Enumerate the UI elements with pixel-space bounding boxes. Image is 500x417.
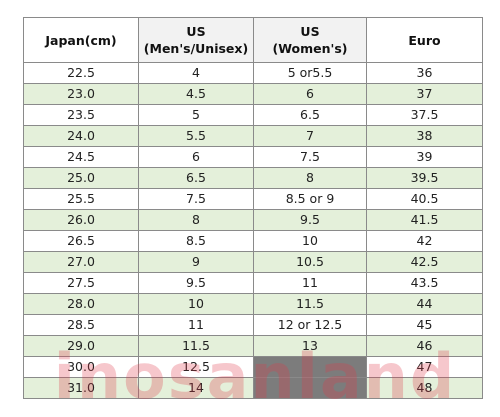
cell-us-mens: 5 bbox=[138, 104, 254, 126]
cell-japan: 24.5 bbox=[23, 146, 139, 168]
cell-us-mens: 8 bbox=[138, 209, 254, 231]
table-row: 30.0 12.5 47 bbox=[23, 356, 483, 378]
cell-japan: 27.5 bbox=[23, 272, 139, 294]
cell-us-mens: 9.5 bbox=[138, 272, 254, 294]
cell-japan: 30.0 bbox=[23, 356, 139, 378]
cell-us-womens: 10 bbox=[253, 230, 367, 252]
table-row: 24.5 6 7.5 39 bbox=[23, 146, 483, 168]
cell-us-womens: 7.5 bbox=[253, 146, 367, 168]
cell-us-mens: 5.5 bbox=[138, 125, 254, 147]
header-us-womens-line1: US bbox=[300, 24, 320, 39]
cell-us-womens: 5 or5.5 bbox=[253, 62, 367, 84]
cell-us-mens: 12.5 bbox=[138, 356, 254, 378]
cell-japan: 28.0 bbox=[23, 293, 139, 315]
cell-japan: 25.5 bbox=[23, 188, 139, 210]
cell-japan: 23.0 bbox=[23, 83, 139, 105]
cell-us-mens: 11.5 bbox=[138, 335, 254, 357]
cell-us-womens: 13 bbox=[253, 335, 367, 357]
size-rows: 22.5 4 5 or5.5 36 23.0 4.5 6 37 23.5 5 6.5 37.5 24.0… bbox=[23, 62, 483, 399]
table-row: 31.0 14 48 bbox=[23, 377, 483, 399]
cell-us-mens: 7.5 bbox=[138, 188, 254, 210]
cell-japan: 22.5 bbox=[23, 62, 139, 84]
header-japan: Japan(cm) bbox=[23, 17, 139, 63]
cell-us-womens: 6.5 bbox=[253, 104, 367, 126]
cell-us-womens bbox=[253, 377, 367, 399]
cell-us-womens: 11 bbox=[253, 272, 367, 294]
table-row: 29.0 11.5 13 46 bbox=[23, 335, 483, 357]
cell-japan: 26.0 bbox=[23, 209, 139, 231]
cell-euro: 37.5 bbox=[366, 104, 483, 126]
cell-japan: 24.0 bbox=[23, 125, 139, 147]
table-row: 24.0 5.5 7 38 bbox=[23, 125, 483, 147]
table-row: 27.0 9 10.5 42.5 bbox=[23, 251, 483, 273]
cell-us-mens: 6.5 bbox=[138, 167, 254, 189]
table-row: 28.0 10 11.5 44 bbox=[23, 293, 483, 315]
table-row: 27.5 9.5 11 43.5 bbox=[23, 272, 483, 294]
cell-japan: 27.0 bbox=[23, 251, 139, 273]
cell-us-mens: 4.5 bbox=[138, 83, 254, 105]
cell-japan: 29.0 bbox=[23, 335, 139, 357]
table-row: 23.5 5 6.5 37.5 bbox=[23, 104, 483, 126]
header-us-womens-line2: (Women's) bbox=[272, 41, 348, 56]
cell-euro: 42.5 bbox=[366, 251, 483, 273]
cell-us-womens bbox=[253, 356, 367, 378]
cell-us-womens: 7 bbox=[253, 125, 367, 147]
cell-euro: 47 bbox=[366, 356, 483, 378]
table-row: 26.0 8 9.5 41.5 bbox=[23, 209, 483, 231]
header-us-womens: US (Women's) bbox=[253, 17, 367, 63]
cell-us-mens: 6 bbox=[138, 146, 254, 168]
cell-euro: 36 bbox=[366, 62, 483, 84]
cell-japan: 25.0 bbox=[23, 167, 139, 189]
cell-us-womens: 9.5 bbox=[253, 209, 367, 231]
cell-euro: 37 bbox=[366, 83, 483, 105]
header-row: Japan(cm) US (Men's/Unisex) US (Women's)… bbox=[23, 17, 483, 63]
cell-us-womens: 10.5 bbox=[253, 251, 367, 273]
header-us-mens-line1: US bbox=[186, 24, 206, 39]
cell-us-mens: 11 bbox=[138, 314, 254, 336]
cell-us-mens: 4 bbox=[138, 62, 254, 84]
cell-japan: 26.5 bbox=[23, 230, 139, 252]
table-row: 23.0 4.5 6 37 bbox=[23, 83, 483, 105]
header-euro-label: Euro bbox=[408, 32, 441, 48]
cell-japan: 31.0 bbox=[23, 377, 139, 399]
header-us-mens-line2: (Men's/Unisex) bbox=[143, 41, 249, 56]
cell-us-womens: 8.5 or 9 bbox=[253, 188, 367, 210]
cell-us-mens: 14 bbox=[138, 377, 254, 399]
cell-us-mens: 10 bbox=[138, 293, 254, 315]
table-row: 25.5 7.5 8.5 or 9 40.5 bbox=[23, 188, 483, 210]
cell-us-womens: 12 or 12.5 bbox=[253, 314, 367, 336]
cell-us-womens: 8 bbox=[253, 167, 367, 189]
cell-euro: 42 bbox=[366, 230, 483, 252]
cell-us-mens: 8.5 bbox=[138, 230, 254, 252]
cell-japan: 28.5 bbox=[23, 314, 139, 336]
header-us-mens: US (Men's/Unisex) bbox=[138, 17, 254, 63]
cell-euro: 44 bbox=[366, 293, 483, 315]
table-row: 25.0 6.5 8 39.5 bbox=[23, 167, 483, 189]
cell-euro: 39 bbox=[366, 146, 483, 168]
cell-us-womens: 11.5 bbox=[253, 293, 367, 315]
cell-us-womens: 6 bbox=[253, 83, 367, 105]
cell-euro: 43.5 bbox=[366, 272, 483, 294]
table-row: 26.5 8.5 10 42 bbox=[23, 230, 483, 252]
cell-euro: 45 bbox=[366, 314, 483, 336]
cell-euro: 40.5 bbox=[366, 188, 483, 210]
cell-euro: 46 bbox=[366, 335, 483, 357]
shoe-size-table: Japan(cm) US (Men's/Unisex) US (Women's)… bbox=[23, 17, 483, 399]
cell-japan: 23.5 bbox=[23, 104, 139, 126]
cell-euro: 48 bbox=[366, 377, 483, 399]
cell-euro: 38 bbox=[366, 125, 483, 147]
table-row: 22.5 4 5 or5.5 36 bbox=[23, 62, 483, 84]
header-japan-label: Japan(cm) bbox=[45, 32, 117, 48]
cell-us-mens: 9 bbox=[138, 251, 254, 273]
cell-euro: 39.5 bbox=[366, 167, 483, 189]
table-row: 28.5 11 12 or 12.5 45 bbox=[23, 314, 483, 336]
header-euro: Euro bbox=[366, 17, 483, 63]
cell-euro: 41.5 bbox=[366, 209, 483, 231]
